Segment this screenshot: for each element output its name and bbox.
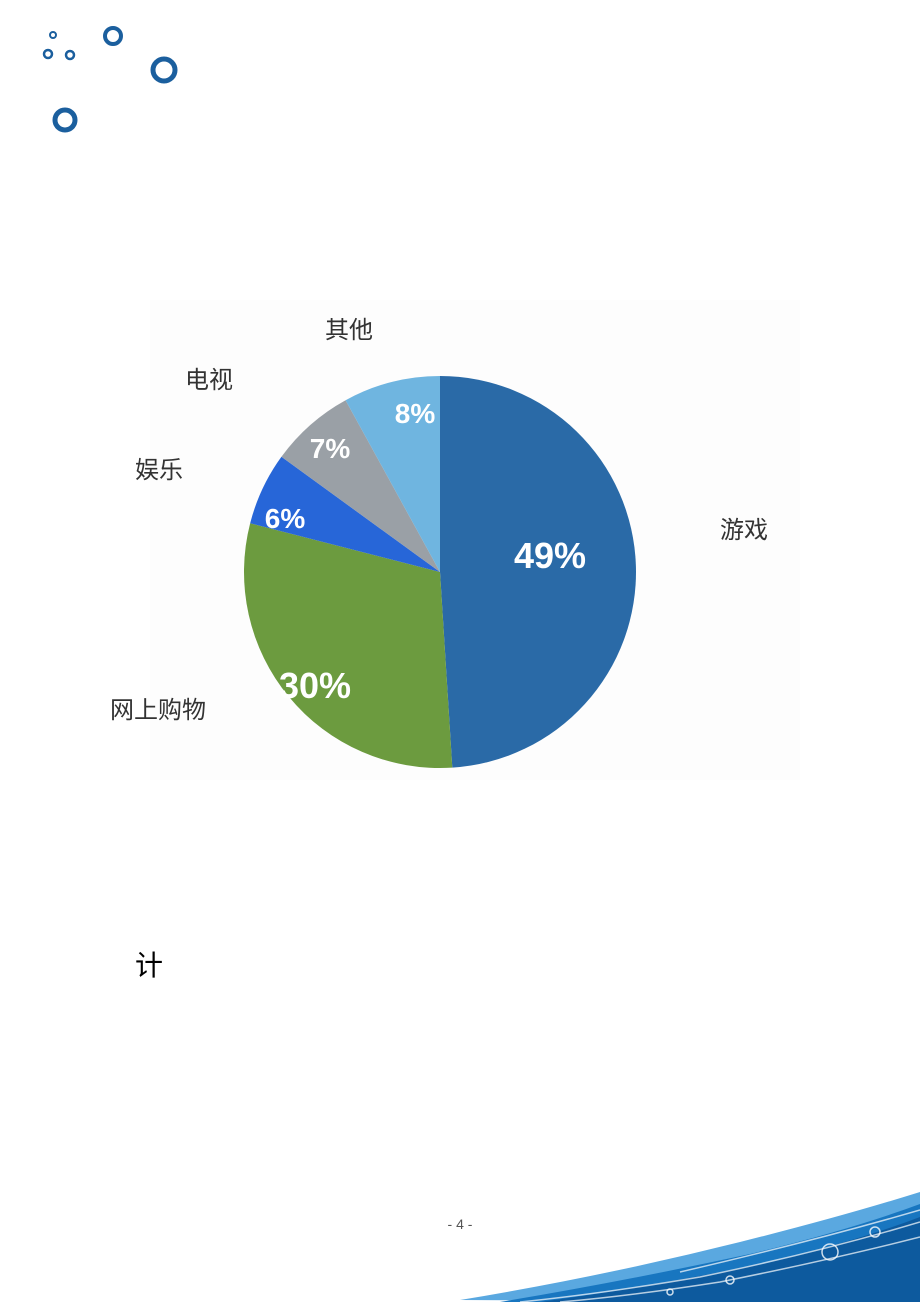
ext-label-games: 游戏: [720, 510, 768, 545]
pie-pct-label: 6%: [265, 503, 306, 534]
body-text-fragment: 计: [135, 944, 163, 984]
ext-label-shopping: 网上购物: [110, 690, 206, 725]
decorative-circles: [0, 0, 200, 150]
pie-pct-label: 30%: [279, 665, 351, 706]
ext-label-entertainment: 娱乐: [135, 450, 183, 485]
ext-label-tv: 电视: [185, 360, 233, 395]
pie-pct-label: 8%: [395, 398, 436, 429]
pie-pct-label: 49%: [514, 535, 586, 576]
footer-wave-decoration: [420, 1182, 920, 1302]
pie-chart: 49% 30% 6% 7% 8%: [180, 338, 700, 808]
pie-chart-container: 49%30%6%7%8% 游戏 网上购物 娱乐 电视 其他: [150, 300, 800, 780]
ext-label-other: 其他: [325, 310, 373, 345]
pie-pct-label: 7%: [310, 433, 351, 464]
